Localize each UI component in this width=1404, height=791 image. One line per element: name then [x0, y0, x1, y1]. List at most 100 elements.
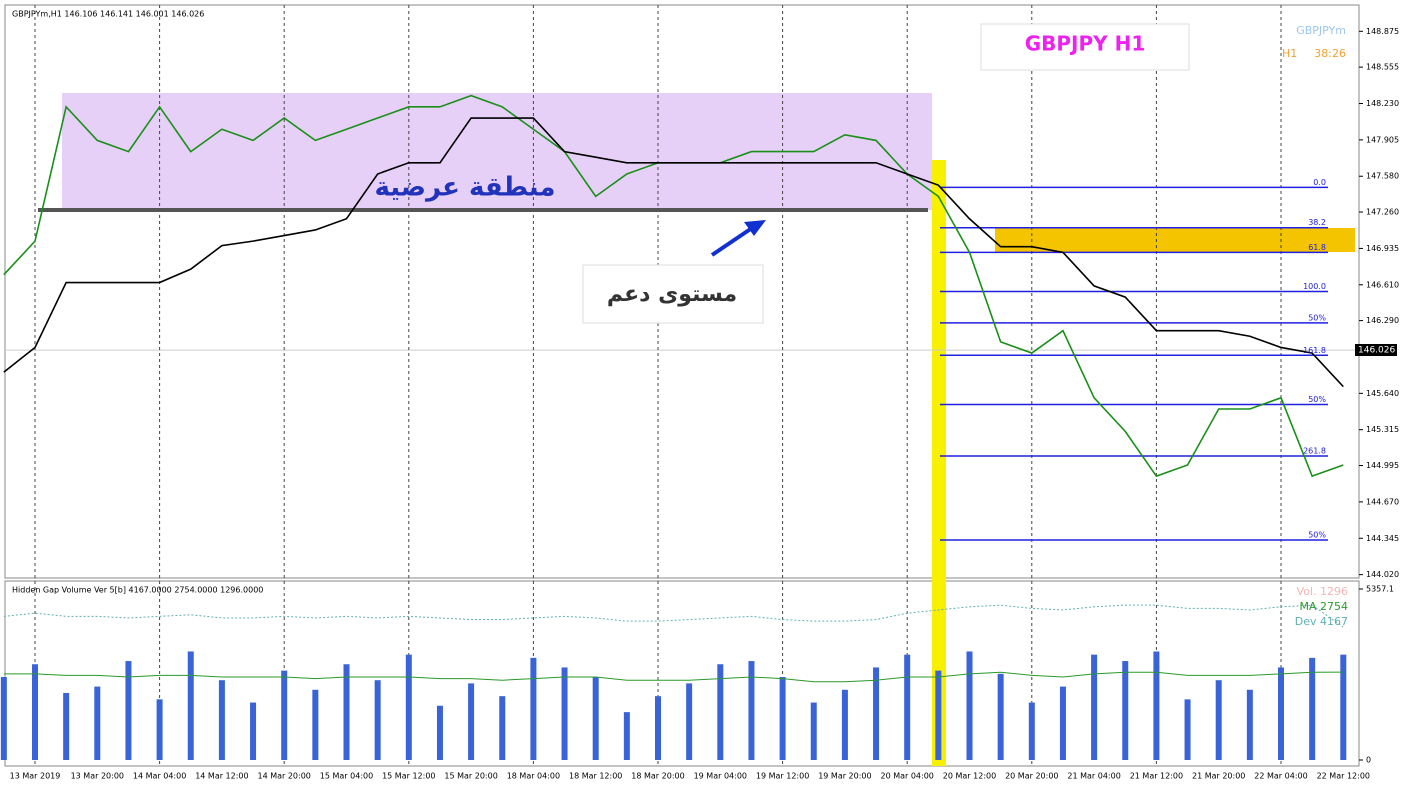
volume-bar [810, 702, 817, 760]
volume-bar [997, 673, 1004, 760]
volume-bar [841, 689, 848, 760]
x-tick-label: 22 Mar 12:00 [1317, 772, 1370, 781]
y-tick-label: 144.345 [1366, 534, 1399, 543]
volume-bar [125, 661, 132, 760]
volume-bar [250, 702, 257, 760]
support-label: مستوى دعم [607, 282, 737, 307]
volume-bar [187, 651, 194, 760]
y-tick-label: 147.580 [1366, 172, 1399, 181]
x-tick-label: 19 Mar 20:00 [818, 772, 871, 781]
volume-bar [1028, 702, 1035, 760]
volume-bar [1059, 686, 1066, 760]
highlight-bar [932, 160, 946, 766]
volume-bar [0, 677, 7, 760]
volume-bar [561, 667, 568, 760]
dev-label: Dev 4167 [1295, 615, 1348, 628]
volume-bar [1278, 667, 1284, 760]
fib-label: 38.2 [1308, 218, 1326, 227]
fib-label: 0.0 [1313, 178, 1326, 187]
y-tick-label: 148.875 [1366, 27, 1399, 36]
volume-bar [1122, 661, 1129, 760]
volume-bar [592, 677, 599, 760]
y-tick-label: 145.640 [1366, 389, 1399, 398]
y-tick-label: 144.670 [1366, 497, 1399, 506]
volume-bar [156, 699, 163, 760]
gap-zone [995, 228, 1355, 252]
x-tick-label: 21 Mar 04:00 [1067, 772, 1120, 781]
x-tick-label: 14 Mar 04:00 [133, 772, 186, 781]
fib-label: 100.0 [1303, 282, 1326, 291]
x-tick-label: 18 Mar 04:00 [507, 772, 560, 781]
y-tick-label: 146.610 [1366, 280, 1399, 289]
volume-bar [218, 680, 225, 760]
vol-tick-label: 5357.1 [1366, 585, 1394, 594]
fib-label: 61.8 [1308, 243, 1326, 252]
y-tick-label: 144.995 [1366, 461, 1399, 470]
x-tick-label: 14 Mar 12:00 [195, 772, 248, 781]
fib-label: 161.8 [1303, 346, 1326, 355]
volume-bar [94, 686, 101, 760]
x-tick-label: 18 Mar 20:00 [631, 772, 684, 781]
x-tick-label: 15 Mar 12:00 [382, 772, 435, 781]
x-tick-label: 19 Mar 12:00 [756, 772, 809, 781]
volume-bar [499, 696, 506, 760]
volume-bar [717, 664, 724, 760]
y-tick-label: 144.020 [1366, 570, 1399, 579]
x-tick-label: 20 Mar 12:00 [943, 772, 996, 781]
volume-bar [904, 654, 911, 760]
x-tick-label: 20 Mar 20:00 [1005, 772, 1058, 781]
x-tick-label: 20 Mar 04:00 [880, 772, 933, 781]
x-tick-label: 15 Mar 20:00 [444, 772, 497, 781]
x-tick-label: 21 Mar 20:00 [1192, 772, 1245, 781]
volume-bar [63, 692, 70, 760]
y-tick-label: 146.935 [1366, 244, 1399, 253]
volume-bar [623, 712, 630, 760]
x-tick-label: 14 Mar 20:00 [257, 772, 310, 781]
price-box [1355, 344, 1397, 356]
arrow-head [744, 220, 766, 236]
price-pane [4, 4, 1360, 579]
volume-bar [935, 670, 942, 760]
volume-header: Hidden Gap Volume Ver 5[b] 4167.0000 275… [12, 586, 263, 595]
volume-bar [1091, 654, 1098, 760]
volume-bar [686, 683, 693, 760]
volume-bar [343, 664, 350, 760]
ma-label: MA 2754 [1299, 600, 1348, 613]
volume-bar [779, 677, 786, 760]
fib-label: 50% [1308, 313, 1326, 322]
x-tick-label: 15 Mar 04:00 [320, 772, 373, 781]
x-tick-label: 18 Mar 12:00 [569, 772, 622, 781]
header: GBPJPYm,H1 146.106 146.141 146.001 146.0… [12, 10, 204, 19]
volume-bar [873, 667, 880, 760]
y-tick-label: 148.230 [1366, 99, 1399, 108]
volume-bar [468, 683, 475, 760]
volume-bar [530, 657, 537, 760]
arrow [710, 226, 754, 257]
fib-label: 50% [1308, 395, 1326, 404]
chart-title: GBPJPY H1 [1025, 32, 1146, 56]
volume-bar [748, 661, 755, 760]
x-tick-label: 13 Mar 2019 [10, 772, 61, 781]
y-tick-label: 145.315 [1366, 425, 1399, 434]
volume-bar [1184, 699, 1191, 760]
symbol: GBPJPYm [1296, 24, 1346, 37]
x-tick-label: 19 Mar 04:00 [694, 772, 747, 781]
volume-bar [1340, 654, 1347, 760]
x-tick-label: 13 Mar 20:00 [71, 772, 124, 781]
y-tick-label: 148.555 [1366, 63, 1399, 72]
vol-label: Vol. 1296 [1297, 585, 1348, 598]
y-tick-label: 147.905 [1366, 135, 1399, 144]
volume-bar [1215, 680, 1222, 760]
fib-label: 50% [1308, 530, 1326, 539]
volume-bar [436, 705, 443, 760]
fib-label: 261.8 [1303, 447, 1326, 456]
price-line [3, 117, 1344, 388]
current-price: 146.026 [1358, 346, 1395, 356]
volume-bar [312, 689, 319, 760]
volume-bar [32, 664, 38, 760]
volume-bar [1246, 689, 1253, 760]
vol-tick-label: 0 [1366, 756, 1371, 765]
volume-bar [1153, 651, 1160, 760]
volume-bar [655, 696, 661, 760]
